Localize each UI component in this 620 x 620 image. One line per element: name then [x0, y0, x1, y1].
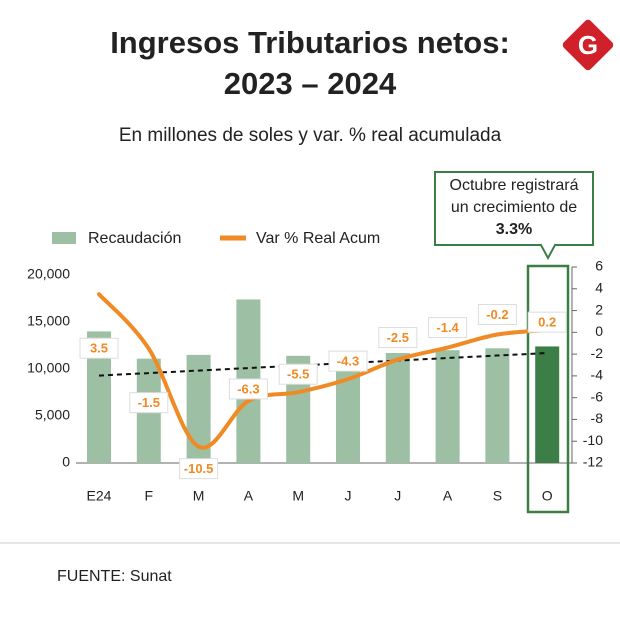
x-tick-label: A [443, 488, 453, 504]
value-label: -10.5 [184, 461, 214, 476]
x-tick-label: M [292, 488, 304, 504]
y2-tick-label: -8 [591, 410, 604, 426]
value-label: 3.5 [90, 341, 108, 356]
y2-tick-label: -10 [583, 432, 603, 448]
annotation: Octubre registrará [450, 177, 579, 194]
bar [485, 348, 510, 463]
value-label: -0.2 [486, 307, 508, 322]
bar [535, 346, 560, 463]
y-tick-label: 5,000 [35, 407, 70, 423]
legend-label: Recaudación [88, 230, 181, 247]
annotation: un crecimiento de [451, 199, 577, 216]
logo: G [562, 19, 614, 71]
chart-title: Ingresos Tributarios netos: [110, 25, 510, 60]
trendline [98, 352, 548, 377]
annotation: 3.3% [496, 221, 532, 238]
x-tick-label: F [145, 488, 154, 504]
y2-tick-label: -4 [591, 367, 604, 383]
y2-tick-label: 2 [595, 301, 603, 317]
y2-tick-label: -12 [583, 454, 603, 470]
y-tick-label: 15,000 [27, 313, 70, 329]
y-tick-label: 10,000 [27, 360, 70, 376]
value-label: -5.5 [287, 367, 309, 382]
value-label-box [428, 317, 468, 339]
value-label-box [477, 304, 517, 326]
value-label: -6.3 [237, 381, 259, 396]
line [97, 292, 550, 450]
value-label-box [228, 378, 268, 400]
legend-label: Var % Real Acum [256, 230, 380, 247]
x-tick-label: J [394, 488, 401, 504]
value-label-box [378, 327, 418, 349]
x-tick-label: M [193, 488, 205, 504]
y2-tick-label: 6 [595, 258, 603, 274]
value-label: -2.5 [387, 330, 409, 345]
value-label-box [278, 363, 318, 385]
y2-tick-label: 0 [595, 323, 603, 339]
callout-box [434, 171, 594, 261]
y2-tick-label: -6 [591, 388, 604, 404]
logo-text: G [578, 30, 598, 60]
value-label-box [129, 392, 169, 414]
chart-subtitle: En millones de soles y var. % real acumu… [119, 125, 502, 146]
y-tick-label: 0 [62, 454, 70, 470]
value-label-box [527, 311, 567, 333]
x-tick-label: S [493, 488, 502, 504]
y-tick-label: 20,000 [27, 266, 70, 282]
chart-title: 2023 – 2024 [224, 66, 397, 101]
value-label: -4.3 [337, 354, 359, 369]
bar [435, 350, 460, 463]
x-tick-label: J [345, 488, 352, 504]
highlight-frame [526, 264, 570, 514]
value-label-box [79, 337, 119, 359]
x-tick-label: O [542, 488, 553, 504]
bar [385, 353, 410, 463]
value-label: 0.2 [538, 315, 556, 330]
legend-swatch [52, 232, 76, 244]
value-label: -1.4 [436, 320, 459, 335]
y2-tick-label: -2 [591, 345, 604, 361]
value-label: -1.5 [138, 395, 160, 410]
x-tick-label: A [244, 488, 254, 504]
value-label-box [179, 458, 219, 480]
x-tick-label: E24 [87, 488, 112, 504]
value-label-box [328, 350, 368, 372]
y2-tick-label: 4 [595, 279, 603, 295]
source: FUENTE: Sunat [57, 568, 172, 585]
logo-shape [562, 19, 614, 71]
